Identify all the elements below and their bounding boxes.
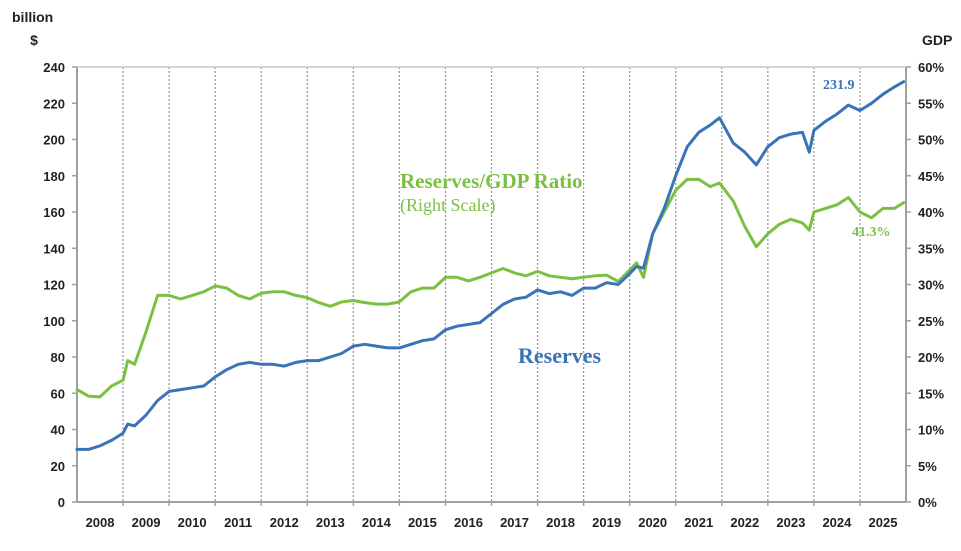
right-tick-label: 60% — [918, 60, 944, 75]
left-tick-label: 160 — [43, 205, 65, 220]
x-tick-label: 2011 — [224, 515, 252, 530]
ticks: 0 20 40 60 80 100 120 140 160 180 200 220 240 0% 5% 10%… — [43, 60, 944, 530]
reserves-line — [75, 80, 906, 451]
gridlines — [122, 67, 861, 502]
right-tick-label: 10% — [918, 423, 944, 438]
left-tick-label: 80 — [51, 350, 65, 365]
x-tick-label: 2009 — [132, 515, 161, 530]
x-tick-label: 2008 — [86, 515, 115, 530]
left-tick-label: 180 — [43, 169, 65, 184]
x-tick-label: 2017 — [500, 515, 529, 530]
x-tick-label: 2012 — [270, 515, 299, 530]
right-axis-unit-gdp: GDP — [922, 32, 952, 48]
right-tick-label: 0% — [918, 495, 937, 510]
ratio-series-sublabel: (Right Scale) — [400, 195, 495, 216]
ratio-series-label: Reserves/GDP Ratio — [400, 169, 583, 193]
x-tick-label: 2010 — [178, 515, 207, 530]
right-tick-label: 50% — [918, 133, 944, 148]
series-lines — [75, 80, 906, 451]
right-tick-label: 40% — [918, 205, 944, 220]
ratio-end-value-label: 41.3% — [852, 225, 891, 240]
reserves-end-value-label: 231.9 — [823, 78, 855, 93]
right-tick-label: 35% — [918, 241, 944, 256]
x-tick-label: 2025 — [869, 515, 898, 530]
x-tick-label: 2022 — [730, 515, 759, 530]
x-tick-label: 2018 — [546, 515, 575, 530]
reserves-series-label: Reserves — [518, 343, 602, 368]
x-tick-label: 2016 — [454, 515, 483, 530]
left-tick-label: 220 — [43, 96, 65, 111]
right-tick-label: 55% — [918, 96, 944, 111]
left-tick-label: 240 — [43, 60, 65, 75]
left-tick-label: 120 — [43, 278, 65, 293]
x-tick-label: 2013 — [316, 515, 345, 530]
left-tick-label: 100 — [43, 314, 65, 329]
reserves-gdp-ratio-line — [75, 177, 906, 399]
right-tick-label: 25% — [918, 314, 944, 329]
x-tick-label: 2021 — [684, 515, 713, 530]
right-tick-label: 45% — [918, 169, 944, 184]
right-tick-label: 30% — [918, 278, 944, 293]
left-tick-label: 20 — [51, 459, 65, 474]
x-tick-label: 2023 — [776, 515, 805, 530]
right-tick-label: 15% — [918, 386, 944, 401]
x-tick-label: 2015 — [408, 515, 437, 530]
right-tick-label: 5% — [918, 459, 937, 474]
x-tick-label: 2019 — [592, 515, 621, 530]
x-tick-label: 2014 — [362, 515, 392, 530]
left-axis-unit-billion: billion — [12, 9, 53, 25]
left-axis-unit-dollar: $ — [30, 32, 38, 48]
x-tick-label: 2020 — [638, 515, 667, 530]
left-tick-label: 0 — [58, 495, 65, 510]
left-tick-label: 140 — [43, 241, 65, 256]
right-tick-label: 20% — [918, 350, 944, 365]
left-tick-label: 60 — [51, 386, 65, 401]
left-tick-label: 200 — [43, 133, 65, 148]
left-tick-label: 40 — [51, 423, 65, 438]
x-tick-label: 2024 — [822, 515, 852, 530]
